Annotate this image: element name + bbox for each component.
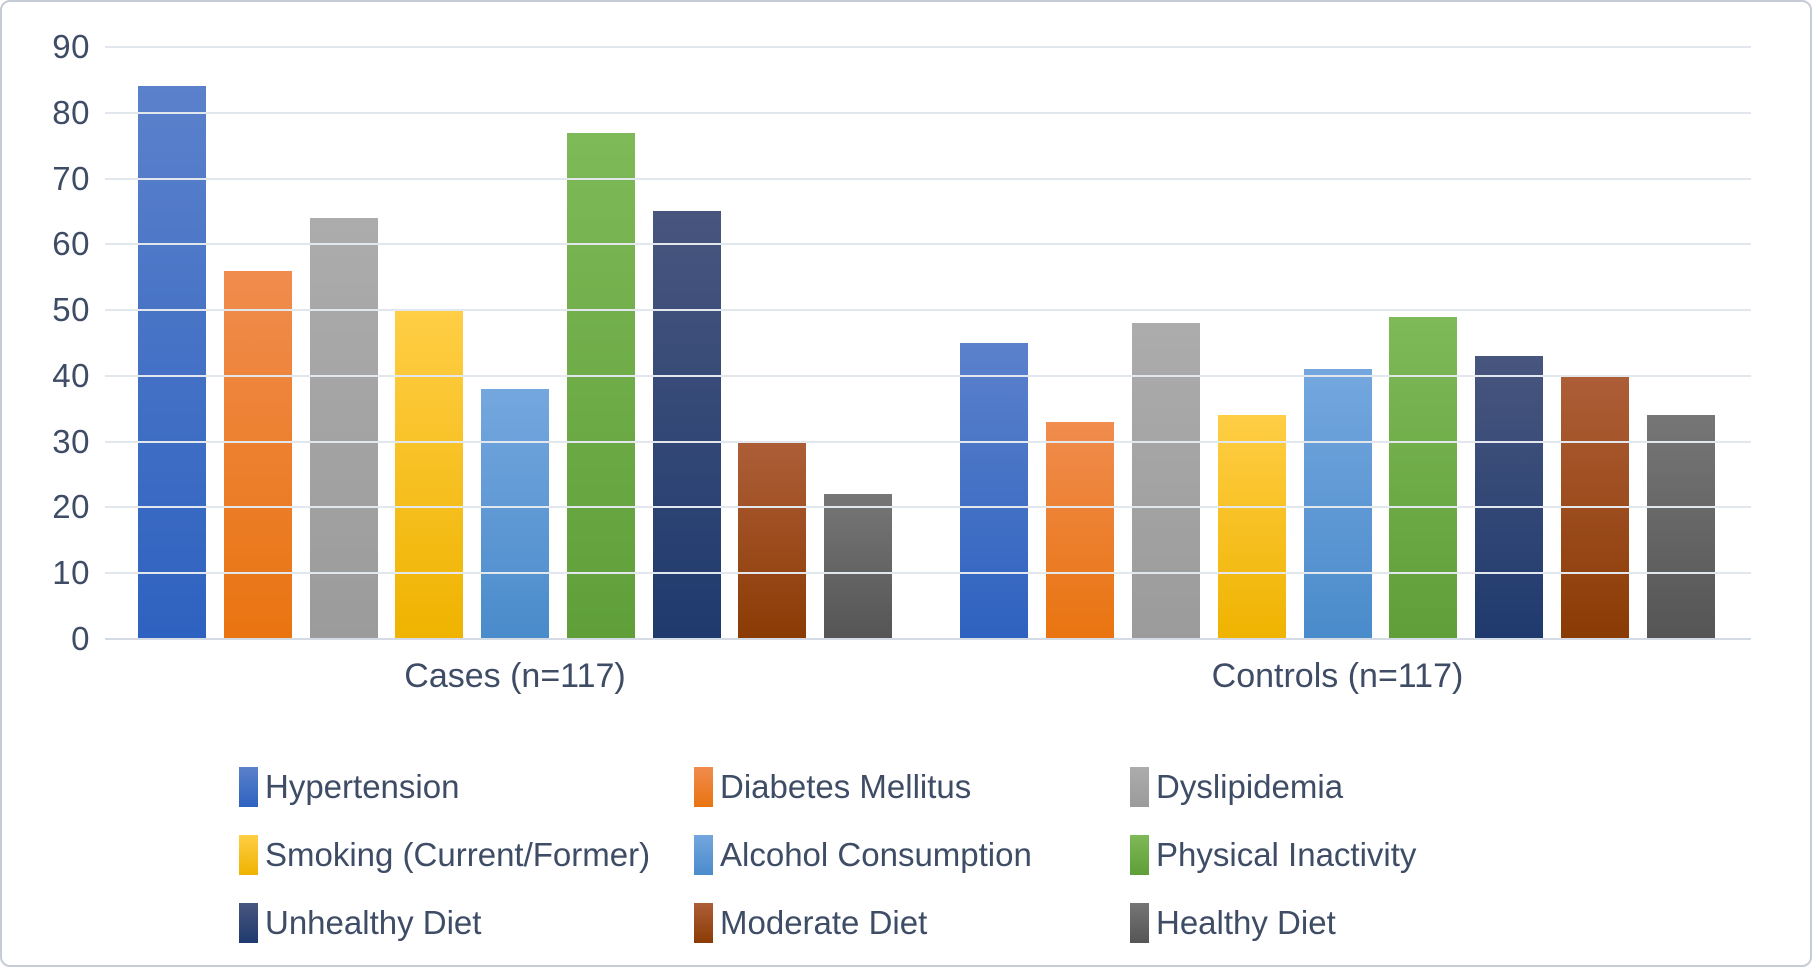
y-tick-label: 60	[52, 225, 90, 263]
bar-hypertension-controls-n-117	[960, 343, 1028, 639]
bar-dyslipidemia-controls-n-117	[1131, 323, 1200, 639]
legend-swatch-icon	[694, 835, 713, 875]
bar-group-cases	[138, 47, 892, 639]
y-tick-label: 50	[52, 291, 90, 329]
bar-dyslipidemia-cases-n-117	[309, 218, 378, 639]
bar-healthy-diet-cases-n-117	[824, 494, 892, 639]
y-tick-label: 80	[52, 93, 90, 131]
legend-swatch-icon	[239, 767, 258, 807]
bar-smoking-current-former-controls-n-117	[1217, 415, 1286, 639]
y-tick-label: 0	[71, 620, 90, 657]
legend-label: Alcohol Consumption	[720, 836, 1032, 873]
x-axis-line	[105, 638, 1751, 640]
gridline	[105, 506, 1751, 509]
legend-item-moderate-diet: Moderate Diet	[694, 903, 1130, 943]
gridline	[105, 440, 1751, 443]
legend-label: Unhealthy Diet	[265, 904, 482, 941]
legend-label: Physical Inactivity	[1156, 836, 1417, 873]
bar-hypertension-cases-n-117	[138, 86, 206, 639]
legend-swatch-icon	[239, 835, 258, 875]
bar-diabetes-mellitus-cases-n-117	[223, 270, 292, 639]
bar-group-controls	[960, 47, 1715, 639]
gridline	[105, 243, 1751, 246]
legend: Hypertension Diabetes Mellitus Dyslipidemi…	[239, 767, 1416, 943]
legend-item-smoking-current-former: Smoking (Current/Former)	[239, 835, 694, 875]
bar-physical-inactivity-cases-n-117	[566, 132, 635, 639]
legend-label: Healthy Diet	[1156, 904, 1336, 941]
y-tick-label: 90	[52, 28, 90, 65]
category-label-controls: Controls (n=117)	[1211, 657, 1464, 695]
bar-smoking-current-former-cases-n-117	[395, 310, 464, 639]
bar-alcohol-consumption-controls-n-117	[1303, 369, 1372, 639]
bar-unhealthy-diet-controls-n-117	[1475, 356, 1544, 639]
legend-label: Diabetes Mellitus	[720, 768, 972, 805]
bar-diabetes-mellitus-controls-n-117	[1045, 421, 1114, 639]
legend-item-dyslipidemia: Dyslipidemia	[1130, 767, 1416, 807]
gridline	[105, 111, 1751, 114]
y-tick-label: 70	[52, 159, 90, 197]
legend-swatch-icon	[239, 903, 258, 943]
gridline	[105, 309, 1751, 312]
category-label-cases: Cases (n=117)	[404, 657, 626, 695]
legend-item-physical-inactivity: Physical Inactivity	[1130, 835, 1416, 875]
legend-label: Smoking (Current/Former)	[265, 836, 651, 873]
legend-label: Dyslipidemia	[1156, 768, 1344, 805]
legend-swatch-icon	[1130, 835, 1149, 875]
gridline	[105, 46, 1751, 48]
legend-swatch-icon	[1130, 767, 1149, 807]
legend-item-diabetes-mellitus: Diabetes Mellitus	[694, 767, 1130, 807]
gridline	[105, 374, 1751, 377]
bar-healthy-diet-controls-n-117	[1647, 415, 1715, 639]
legend-item-unhealthy-diet: Unhealthy Diet	[239, 903, 694, 943]
legend-item-hypertension: Hypertension	[239, 767, 694, 807]
bar-unhealthy-diet-cases-n-117	[652, 211, 721, 639]
plot-area	[105, 46, 1751, 640]
gridline	[105, 572, 1751, 575]
bar-physical-inactivity-controls-n-117	[1389, 316, 1458, 639]
y-tick-label: 40	[52, 356, 90, 394]
x-axis-labels: Cases (n=117) Controls (n=117)	[2, 657, 1810, 705]
legend-item-alcohol-consumption: Alcohol Consumption	[694, 835, 1130, 875]
legend-swatch-icon	[694, 767, 713, 807]
bar-alcohol-consumption-cases-n-117	[481, 389, 549, 639]
legend-label: Hypertension	[265, 768, 460, 805]
legend-swatch-icon	[1130, 903, 1149, 943]
bar-moderate-diet-cases-n-117	[738, 441, 807, 639]
y-tick-label: 20	[52, 488, 90, 526]
gridline	[105, 177, 1751, 180]
y-tick-label: 30	[52, 422, 90, 460]
legend-label: Moderate Diet	[720, 904, 928, 941]
y-tick-label: 10	[52, 554, 90, 592]
legend-swatch-icon	[694, 903, 713, 943]
legend-item-healthy-diet: Healthy Diet	[1130, 903, 1416, 943]
y-axis: 0 10 20 30 40 50 60 70 80 90	[2, 28, 90, 657]
